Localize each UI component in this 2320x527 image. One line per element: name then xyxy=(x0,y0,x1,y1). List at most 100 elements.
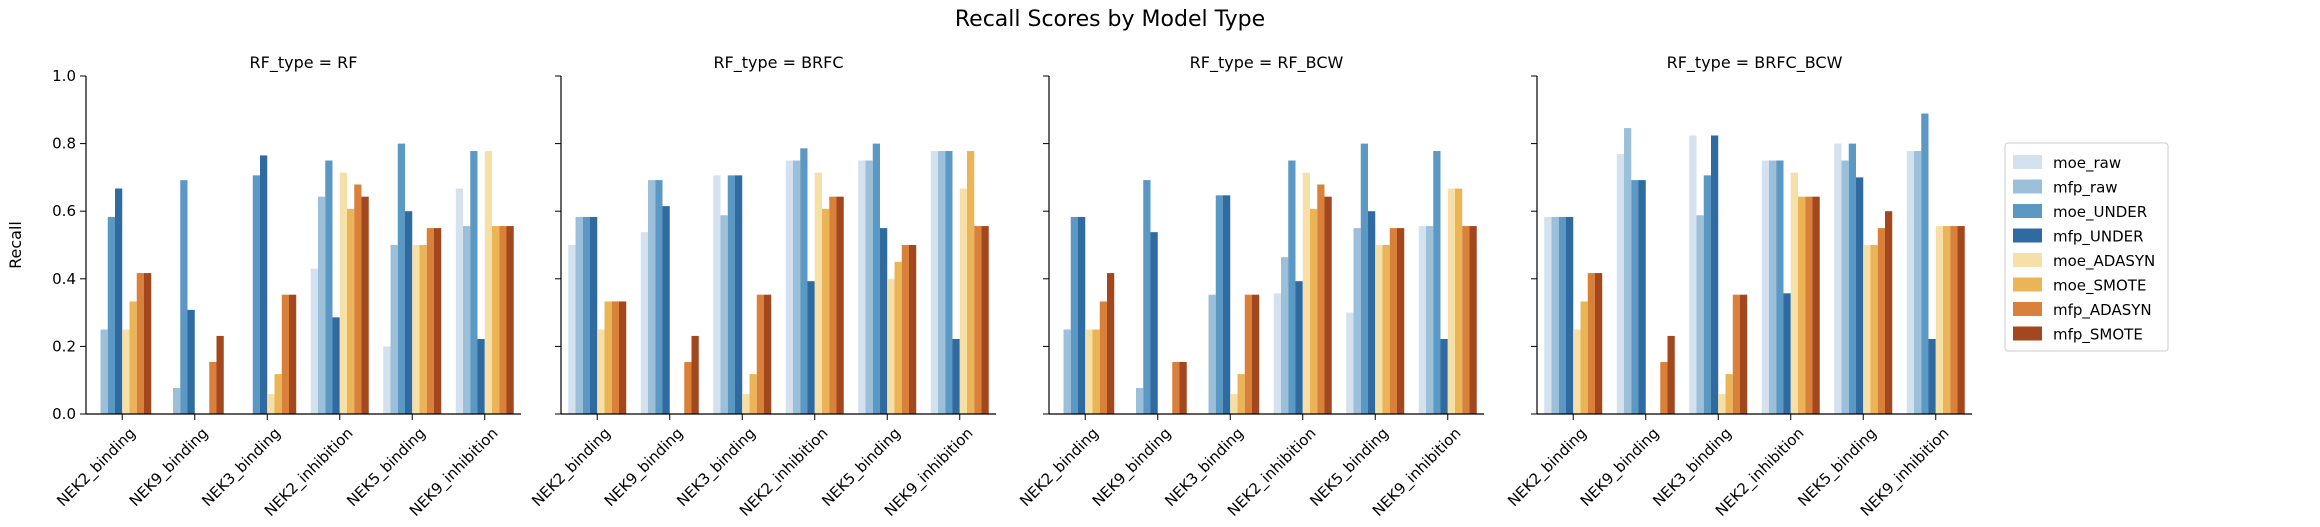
bar-mfp_raw-NEK9_binding xyxy=(173,387,181,414)
bar-moe_ADASYN-NEK3_binding xyxy=(1718,394,1726,414)
bar-moe_UNDER-NEK2_inhibition xyxy=(1776,160,1784,414)
bar-mfp_SMOTE-NEK2_inhibition xyxy=(361,196,369,414)
bar-moe_raw-NEK5_binding xyxy=(383,346,391,414)
legend-swatch xyxy=(2013,179,2042,194)
bar-mfp_SMOTE-NEK2_binding xyxy=(1595,273,1603,414)
bar-mfp_UNDER-NEK2_binding xyxy=(1078,216,1086,414)
bar-mfp_raw-NEK2_binding xyxy=(575,216,583,414)
bar-mfp_UNDER-NEK2_binding xyxy=(115,188,123,414)
bar-mfp_SMOTE-NEK2_binding xyxy=(1107,273,1115,414)
bar-mfp_ADASYN-NEK5_binding xyxy=(1877,228,1885,414)
legend-label: moe_SMOTE xyxy=(2053,277,2146,296)
legend-label: mfp_ADASYN xyxy=(2053,301,2152,320)
bar-moe_UNDER-NEK5_binding xyxy=(1848,143,1856,414)
bar-mfp_ADASYN-NEK2_inhibition xyxy=(1317,184,1325,414)
legend-item-mfp_SMOTE: mfp_SMOTE xyxy=(2013,326,2143,345)
bar-moe_SMOTE-NEK2_inhibition xyxy=(822,208,830,414)
bar-moe_UNDER-NEK3_binding xyxy=(1215,195,1223,414)
bar-moe_ADASYN-NEK5_binding xyxy=(1375,245,1383,414)
bar-mfp_UNDER-NEK9_inhibition xyxy=(477,338,485,414)
bar-moe_ADASYN-NEK9_inhibition xyxy=(959,188,967,414)
bar-moe_UNDER-NEK9_inhibition xyxy=(1433,151,1441,414)
bar-mfp_SMOTE-NEK2_inhibition xyxy=(1324,196,1332,414)
bar-mfp_UNDER-NEK9_binding xyxy=(187,309,195,414)
bar-mfp_ADASYN-NEK3_binding xyxy=(756,294,764,414)
bar-moe_raw-NEK2_inhibition xyxy=(1273,293,1281,414)
legend-swatch xyxy=(2013,204,2042,218)
legend: moe_raw mfp_raw moe_UNDER mfp_UNDER moe_ADAS… xyxy=(2004,142,2169,352)
panel-2: RF_type = BRFCNEK2_bindingNEK9_bindingNE… xyxy=(528,53,996,521)
legend-swatch xyxy=(2013,253,2042,267)
bar-mfp_SMOTE-NEK3_binding xyxy=(764,294,772,414)
bar-moe_UNDER-NEK2_inhibition xyxy=(800,148,808,414)
legend-item-mfp_UNDER: mfp_UNDER xyxy=(2013,228,2144,247)
bar-mfp_ADASYN-NEK2_binding xyxy=(1587,273,1595,414)
bar-moe_UNDER-NEK9_inhibition xyxy=(470,151,478,414)
bar-mfp_raw-NEK5_binding xyxy=(390,245,398,414)
bar-mfp_raw-NEK2_binding xyxy=(1551,216,1559,414)
bar-moe_UNDER-NEK3_binding xyxy=(727,175,735,414)
bar-mfp_ADASYN-NEK2_inhibition xyxy=(1805,196,1813,414)
bar-moe_ADASYN-NEK3_binding xyxy=(742,394,750,414)
y-tick-label: 0.4 xyxy=(52,270,76,288)
bar-mfp_UNDER-NEK9_binding xyxy=(1638,180,1646,414)
bar-mfp_UNDER-NEK9_inhibition xyxy=(952,338,960,414)
bar-moe_UNDER-NEK9_inhibition xyxy=(945,151,953,414)
bar-moe_raw-NEK9_inhibition xyxy=(930,151,938,414)
bar-moe_raw-NEK9_inhibition xyxy=(1418,226,1426,414)
legend-swatch xyxy=(2013,228,2042,243)
bar-mfp_SMOTE-NEK5_binding xyxy=(1885,211,1893,414)
bar-moe_raw-NEK2_inhibition xyxy=(310,268,318,414)
bar-mfp_UNDER-NEK2_binding xyxy=(590,216,598,414)
bar-mfp_raw-NEK9_inhibition xyxy=(1426,226,1434,414)
bar-mfp_SMOTE-NEK9_binding xyxy=(216,335,224,414)
legend-item-moe_UNDER: moe_UNDER xyxy=(2013,203,2147,222)
bar-moe_UNDER-NEK5_binding xyxy=(872,143,880,414)
bar-mfp_SMOTE-NEK3_binding xyxy=(289,294,297,414)
panel-3: RF_type = RF_BCWNEK2_bindingNEK9_binding… xyxy=(1016,53,1484,521)
bar-moe_SMOTE-NEK2_inhibition xyxy=(347,208,355,414)
bar-moe_SMOTE-NEK9_inhibition xyxy=(1943,226,1951,414)
legend-label: moe_ADASYN xyxy=(2053,252,2155,271)
bar-mfp_UNDER-NEK2_inhibition xyxy=(1783,293,1791,414)
bar-moe_raw-NEK9_binding xyxy=(1616,154,1624,414)
bar-mfp_raw-NEK9_binding xyxy=(1624,128,1632,414)
bar-mfp_ADASYN-NEK2_binding xyxy=(136,273,144,414)
y-tick-label: 0.2 xyxy=(52,337,76,355)
y-tick-label: 0.8 xyxy=(52,135,76,153)
bar-moe_ADASYN-NEK5_binding xyxy=(412,245,420,414)
bar-moe_ADASYN-NEK3_binding xyxy=(1230,394,1238,414)
bar-moe_ADASYN-NEK2_binding xyxy=(122,329,130,414)
bar-mfp_raw-NEK3_binding xyxy=(1208,294,1216,414)
bar-mfp_ADASYN-NEK9_binding xyxy=(209,361,217,414)
legend-item-moe_ADASYN: moe_ADASYN xyxy=(2013,252,2155,271)
bar-moe_ADASYN-NEK2_inhibition xyxy=(814,172,822,414)
bar-mfp_SMOTE-NEK3_binding xyxy=(1740,294,1748,414)
panel-4: RF_type = BRFC_BCWNEK2_bindingNEK9_bindi… xyxy=(1504,53,1972,521)
bar-moe_SMOTE-NEK3_binding xyxy=(1725,374,1733,414)
bar-mfp_UNDER-NEK9_inhibition xyxy=(1928,338,1936,414)
bar-mfp_ADASYN-NEK9_binding xyxy=(684,361,692,414)
bar-mfp_ADASYN-NEK9_binding xyxy=(1172,361,1180,414)
bar-mfp_raw-NEK9_binding xyxy=(648,180,656,414)
bar-mfp_ADASYN-NEK5_binding xyxy=(1389,228,1397,414)
bar-mfp_raw-NEK5_binding xyxy=(865,160,873,414)
bar-mfp_ADASYN-NEK9_inhibition xyxy=(974,226,982,414)
bar-moe_UNDER-NEK3_binding xyxy=(252,175,260,414)
bar-mfp_SMOTE-NEK9_inhibition xyxy=(981,226,989,414)
bar-moe_ADASYN-NEK2_inhibition xyxy=(339,172,347,414)
bar-moe_UNDER-NEK9_binding xyxy=(1631,180,1639,414)
bar-moe_SMOTE-NEK5_binding xyxy=(419,245,427,414)
legend-item-mfp_raw: mfp_raw xyxy=(2013,179,2118,198)
bar-mfp_UNDER-NEK3_binding xyxy=(735,175,743,414)
bar-moe_UNDER-NEK2_binding xyxy=(582,216,590,414)
bar-mfp_SMOTE-NEK2_binding xyxy=(619,301,627,414)
bar-mfp_UNDER-NEK5_binding xyxy=(1856,177,1864,414)
bar-moe_ADASYN-NEK9_inhibition xyxy=(484,151,492,414)
bar-moe_ADASYN-NEK2_binding xyxy=(1085,329,1093,414)
panel-1: RF_type = RF0.00.20.40.60.81.0RecallNEK2… xyxy=(6,53,521,521)
bar-moe_SMOTE-NEK2_binding xyxy=(604,301,612,414)
bar-moe_raw-NEK5_binding xyxy=(1834,143,1842,414)
bar-mfp_ADASYN-NEK2_binding xyxy=(611,301,619,414)
